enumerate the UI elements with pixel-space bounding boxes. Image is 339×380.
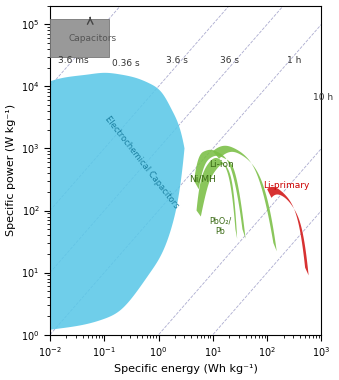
Y-axis label: Specific power (W kg⁻¹): Specific power (W kg⁻¹) <box>5 104 16 236</box>
Polygon shape <box>267 187 308 276</box>
Text: Li-primary: Li-primary <box>264 181 310 190</box>
X-axis label: Specific energy (Wh kg⁻¹): Specific energy (Wh kg⁻¹) <box>114 364 258 374</box>
Polygon shape <box>213 146 277 251</box>
Text: Capacitors: Capacitors <box>68 33 117 43</box>
Text: 0.36 s: 0.36 s <box>112 59 140 68</box>
Polygon shape <box>50 73 184 330</box>
Text: 10 h: 10 h <box>313 93 333 103</box>
Text: 3.6 ms: 3.6 ms <box>58 56 88 65</box>
Bar <box>50 19 108 57</box>
Polygon shape <box>194 150 245 239</box>
Text: 1 h: 1 h <box>287 56 301 65</box>
Text: Li-ion: Li-ion <box>209 160 234 169</box>
Polygon shape <box>197 158 237 239</box>
Text: Electrochemical Capacitors: Electrochemical Capacitors <box>103 114 181 210</box>
Text: Ni/MH: Ni/MH <box>189 175 216 184</box>
Text: 36 s: 36 s <box>220 56 239 65</box>
Text: 3.6 s: 3.6 s <box>166 56 187 65</box>
Text: PbO₂/
Pb: PbO₂/ Pb <box>209 217 231 236</box>
